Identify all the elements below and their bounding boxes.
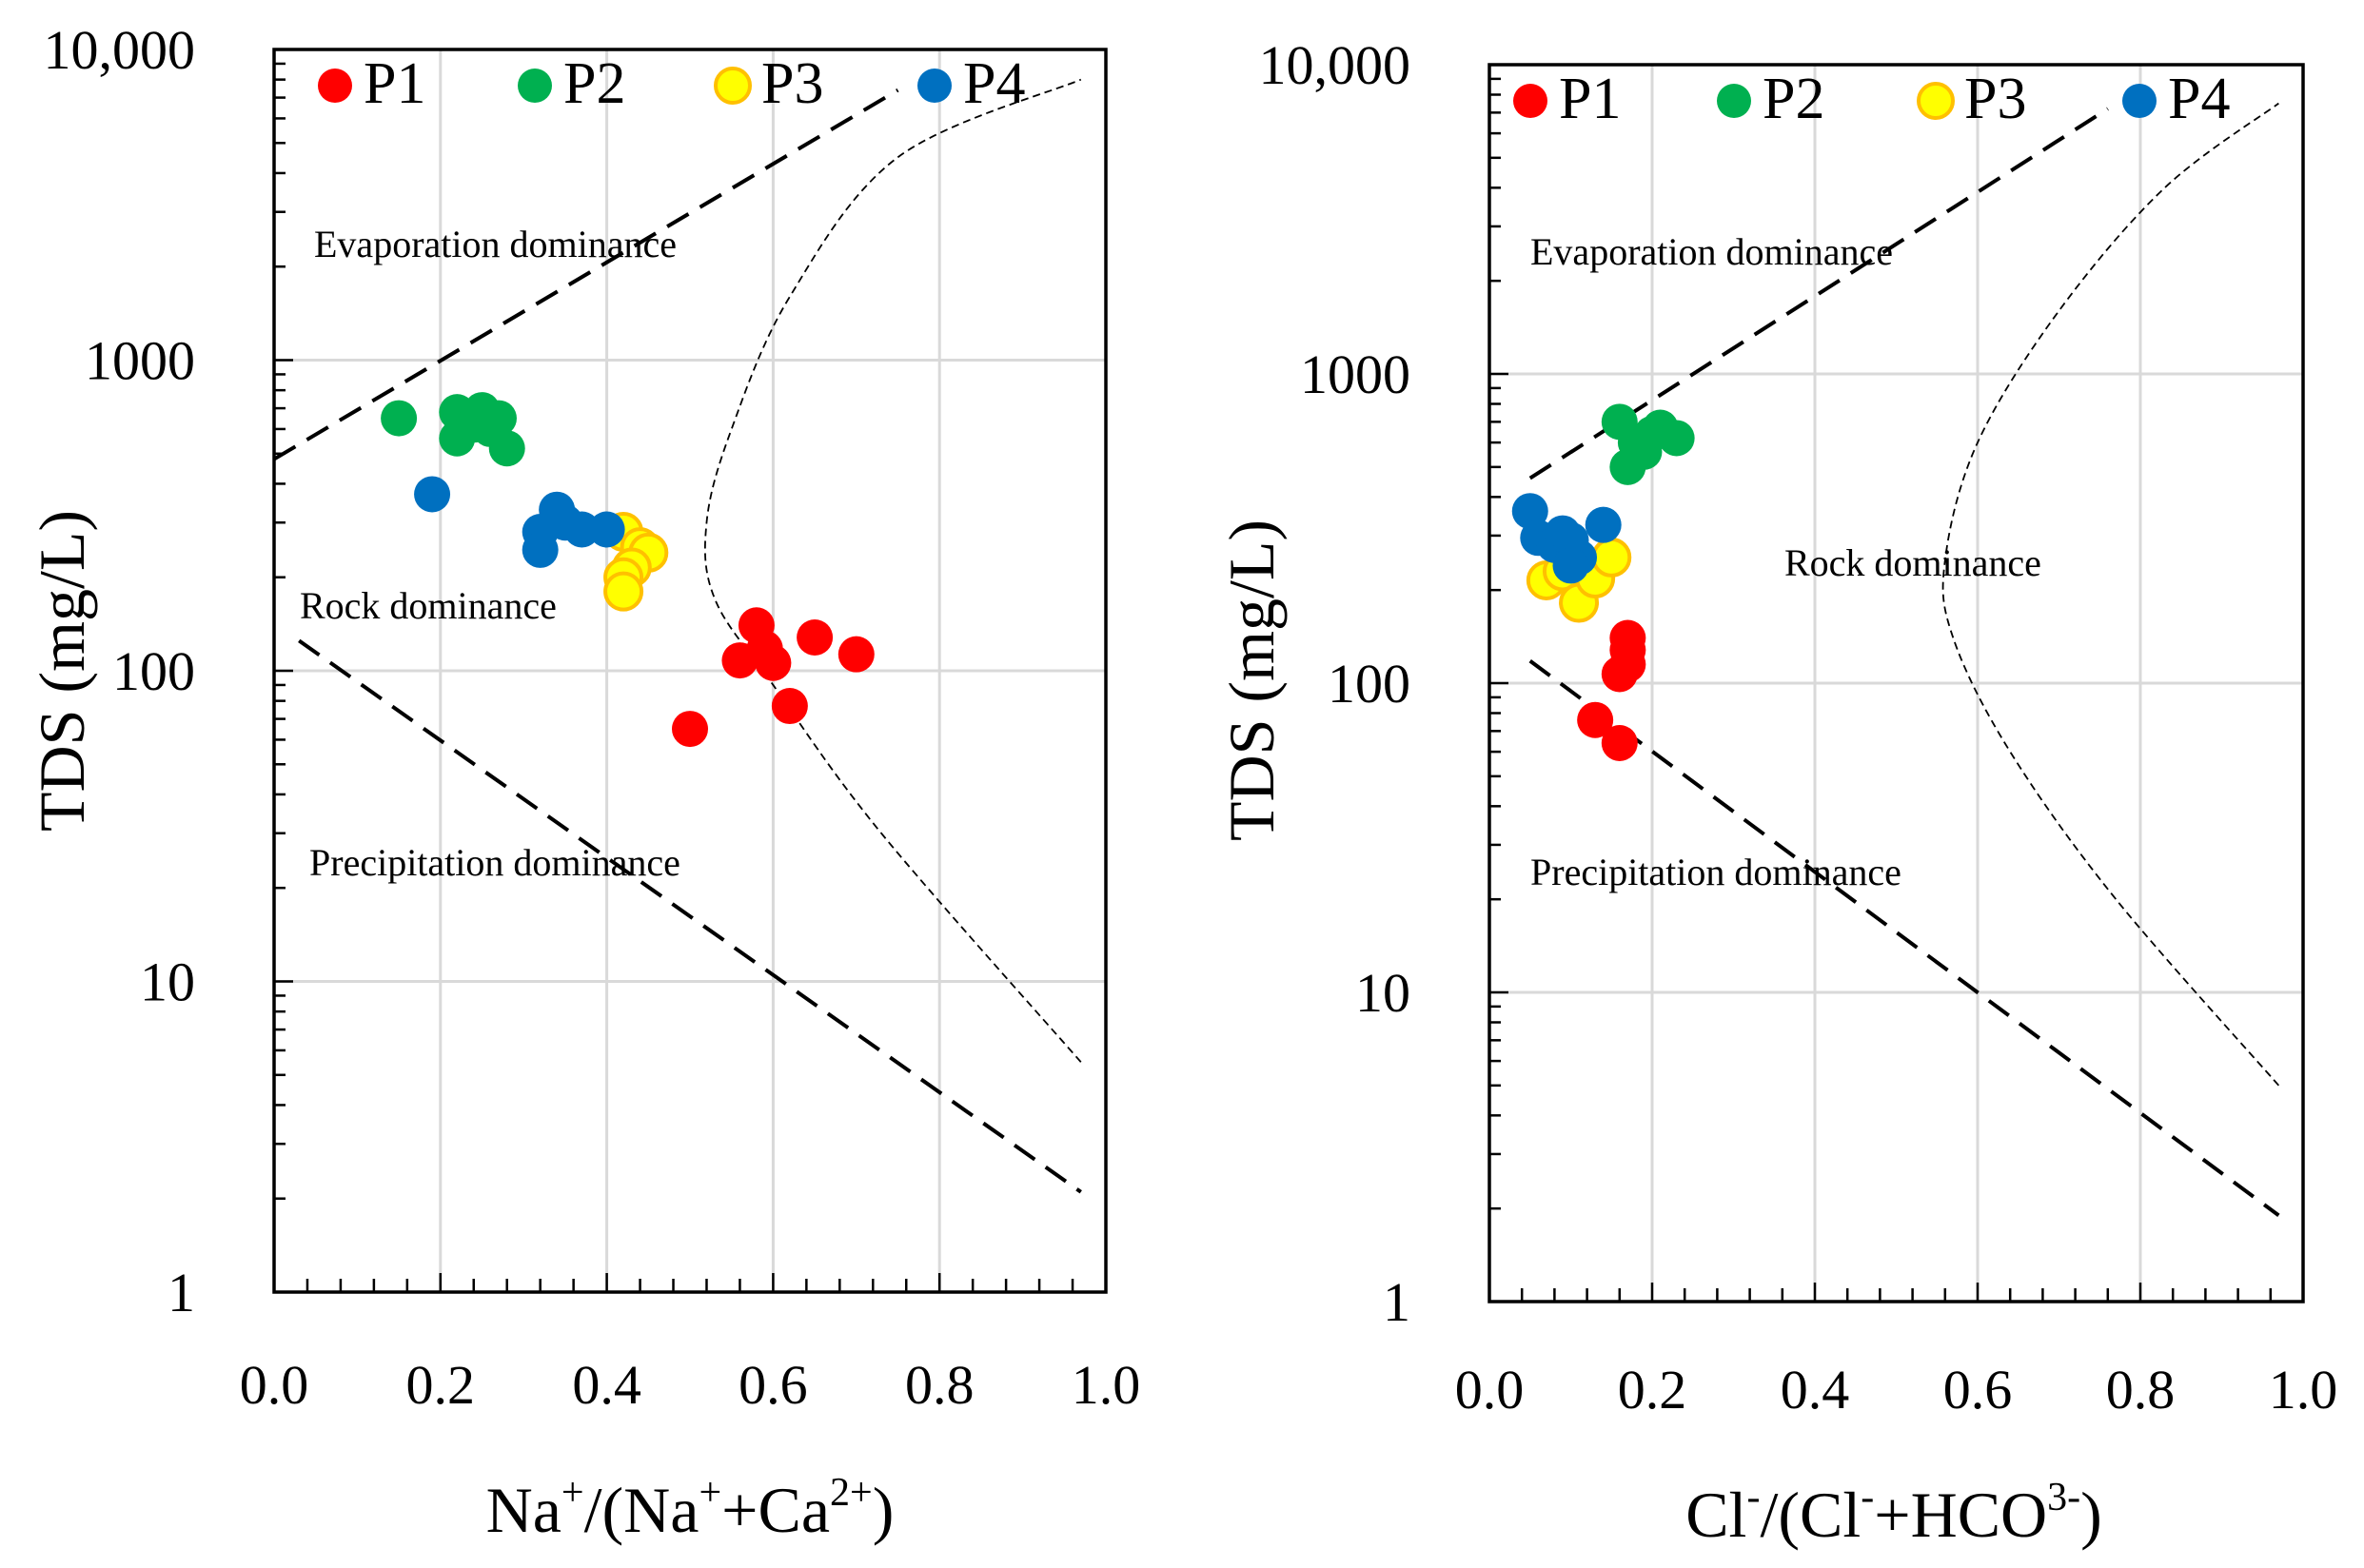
series-p2 — [1601, 403, 1695, 485]
series-p1 — [672, 607, 875, 748]
x-tick-label: 0.8 — [2106, 1359, 2176, 1421]
x-tick-label: 0.4 — [572, 1354, 641, 1416]
y-axis-label: TDS (mg/L) — [1215, 519, 1288, 841]
data-point-p1 — [755, 644, 792, 681]
y-tick-label: 1000 — [85, 330, 195, 392]
legend-label-p1: P1 — [1559, 67, 1621, 131]
y-tick-label: 1 — [167, 1262, 195, 1323]
region-label: Evaporation dominance — [1530, 230, 1893, 273]
region-label: Rock dominance — [300, 584, 557, 627]
x-axis-label: Cl-/(Cl-+HCO3-) — [1685, 1476, 2102, 1551]
legend-marker-p4 — [917, 69, 952, 103]
y-axis-label: TDS (mg/L) — [26, 510, 98, 832]
legend-label-p4: P4 — [963, 51, 1025, 116]
data-point-p2 — [381, 400, 418, 437]
y-tick-label: 100 — [1328, 653, 1410, 715]
y-tick-label: 10 — [1355, 962, 1410, 1024]
data-point-p4 — [522, 531, 559, 568]
series-p2 — [381, 392, 525, 467]
data-point-p3 — [603, 571, 644, 612]
x-tick-label: 0.0 — [240, 1354, 309, 1416]
data-point-p1 — [1577, 701, 1614, 738]
x-tick-label: 0.8 — [905, 1354, 975, 1416]
legend: P1 P2 P3 P4 — [318, 51, 1025, 116]
data-point-p4 — [588, 511, 625, 548]
legend-label-p4: P4 — [2168, 67, 2230, 131]
rock-boundary-curve — [1941, 102, 2280, 1087]
y-tick-label: 100 — [112, 640, 195, 702]
legend: P1 P2 P3 P4 — [1513, 67, 2230, 131]
x-tick-label: 0.2 — [1618, 1359, 1687, 1421]
rock-boundary-curve — [703, 78, 1082, 1063]
data-point-p4 — [414, 476, 451, 513]
data-point-p1 — [1601, 724, 1638, 761]
axis-ticks — [1489, 77, 2273, 1303]
data-point-p2 — [480, 400, 517, 437]
y-tick-label: 1000 — [1300, 343, 1410, 405]
legend-label-p2: P2 — [1763, 67, 1824, 131]
x-tick-label: 0.0 — [1455, 1359, 1525, 1421]
axis-ticks — [274, 62, 1074, 1294]
legend-label-p3: P3 — [761, 51, 823, 116]
series-p3 — [603, 512, 669, 612]
legend-marker-p2 — [1717, 84, 1751, 118]
x-axis-label: Na+/(Na++Ca2+) — [486, 1471, 895, 1546]
x-tick-label: 0.6 — [739, 1354, 808, 1416]
x-tick-label: 1.0 — [2269, 1359, 2338, 1421]
series-p1 — [1577, 619, 1646, 761]
data-point-p2 — [488, 430, 525, 467]
left-chart-panel: 0.0 0.2 0.4 0.6 0.8 1.0 1 10 100 1000 10,000 Evapor… — [26, 19, 1140, 1546]
data-point-p4 — [1552, 547, 1589, 584]
precipitation-boundary-line — [298, 638, 1082, 1194]
legend-marker-p3 — [1917, 82, 1955, 120]
x-tick-label: 1.0 — [1072, 1354, 1141, 1416]
precipitation-boundary-line — [1528, 659, 2280, 1218]
region-label: Evaporation dominance — [314, 223, 677, 265]
legend-marker-p2 — [518, 69, 552, 103]
legend-label-p1: P1 — [364, 51, 425, 116]
data-point-p4 — [1585, 506, 1622, 543]
y-tick-label: 1 — [1383, 1271, 1410, 1333]
evaporation-boundary-line — [272, 88, 899, 461]
region-label: Precipitation dominance — [309, 841, 680, 884]
data-point-p1 — [1609, 632, 1646, 669]
data-point-p1 — [797, 618, 834, 656]
legend-marker-p1 — [1513, 84, 1547, 118]
data-point-p1 — [771, 688, 808, 725]
region-label: Precipitation dominance — [1530, 851, 1901, 893]
data-point-p4 — [563, 511, 601, 548]
legend-marker-p3 — [714, 67, 752, 105]
data-point-p3 — [1591, 537, 1632, 578]
y-tick-label: 10,000 — [1259, 34, 1411, 96]
x-tick-label: 0.2 — [406, 1354, 476, 1416]
region-label: Rock dominance — [1784, 541, 2041, 584]
y-tick-label: 10,000 — [44, 19, 196, 81]
right-chart-panel: 0.0 0.2 0.4 0.6 0.8 1.0 1 10 100 1000 10,000 Evapor… — [1215, 34, 2337, 1551]
legend-marker-p4 — [2122, 84, 2157, 118]
legend-label-p3: P3 — [1964, 67, 2026, 131]
legend-label-p2: P2 — [563, 51, 625, 116]
dominance-boundaries — [272, 78, 1082, 1194]
data-point-p2 — [1658, 420, 1695, 457]
x-tick-label: 0.6 — [1943, 1359, 2013, 1421]
gridlines — [1489, 65, 2303, 1302]
legend-marker-p1 — [318, 69, 352, 103]
y-tick-label: 10 — [140, 951, 195, 1013]
data-point-p1 — [837, 636, 875, 673]
data-point-p1 — [672, 711, 708, 748]
x-tick-label: 0.4 — [1781, 1359, 1850, 1421]
series-p4 — [1511, 493, 1622, 584]
series-p4 — [414, 476, 625, 568]
